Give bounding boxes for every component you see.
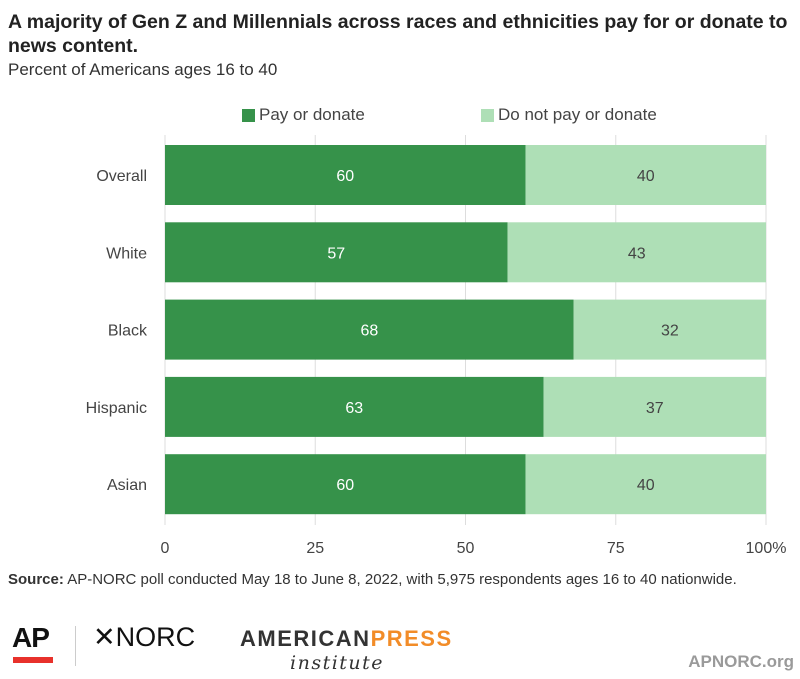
category-label: Overall	[96, 168, 147, 185]
bar-segment	[507, 222, 766, 283]
bar-segment	[165, 454, 526, 515]
ap-logo-bar	[13, 657, 53, 663]
bar-segment	[165, 376, 544, 437]
institute-logo-text: institute	[290, 652, 385, 674]
source-note: Source: AP-NORC poll conducted May 18 to…	[8, 570, 798, 590]
legend-label: Pay or donate	[259, 105, 365, 124]
legend-label: Do not pay or donate	[498, 105, 657, 124]
x-tick-label: 100%	[746, 540, 787, 557]
footer-url: APNORC.org	[688, 652, 794, 671]
category-label: Black	[108, 323, 148, 340]
logo-divider	[75, 626, 76, 666]
source-label: Source:	[8, 571, 64, 588]
ap-logo: AP	[12, 622, 50, 653]
data-label: 43	[628, 245, 646, 262]
chart-subtitle: Percent of Americans ages 16 to 40	[8, 60, 278, 79]
x-tick-label: 75	[607, 540, 625, 557]
data-label: 57	[327, 245, 345, 262]
data-label: 37	[646, 400, 664, 417]
bar-segment	[525, 145, 766, 205]
bar-segment	[165, 222, 508, 283]
category-label: White	[106, 245, 147, 262]
american-press-institute-logo: AMERICANPRESS	[240, 626, 453, 652]
category-label: Hispanic	[86, 400, 147, 417]
logo-text: PRESS	[370, 626, 453, 651]
data-label: 40	[637, 477, 655, 494]
bar-segment	[543, 376, 766, 437]
bar-segment	[525, 454, 766, 515]
legend-item-pay: Pay or donate	[242, 105, 365, 125]
legend-swatch	[242, 108, 255, 122]
category-label: Asian	[107, 477, 147, 494]
logo-text: AMERICAN	[240, 626, 371, 651]
chart-title: A majority of Gen Z and Millennials acro…	[8, 11, 788, 57]
data-label: 68	[360, 323, 378, 340]
x-tick-label: 25	[306, 540, 324, 557]
x-tick-label: 50	[457, 540, 475, 557]
norc-logo: ✕NORC	[93, 622, 196, 652]
bar-segment	[573, 299, 766, 360]
bar-segment	[165, 145, 526, 205]
legend-item-not-pay: Do not pay or donate	[481, 105, 657, 125]
source-text: AP-NORC poll conducted May 18 to June 8,…	[63, 571, 737, 588]
data-label: 32	[661, 323, 679, 340]
bar-chart: 0 25 50 75 100% Overall 60 40 White 57 43 Black 68 32…	[86, 135, 787, 557]
data-label: 60	[336, 168, 354, 185]
data-label: 60	[336, 477, 354, 494]
x-tick-label: 0	[161, 540, 170, 557]
data-label: 63	[345, 400, 363, 417]
bar-segment	[165, 299, 574, 360]
data-label: 40	[637, 168, 655, 185]
legend-swatch	[481, 108, 494, 122]
